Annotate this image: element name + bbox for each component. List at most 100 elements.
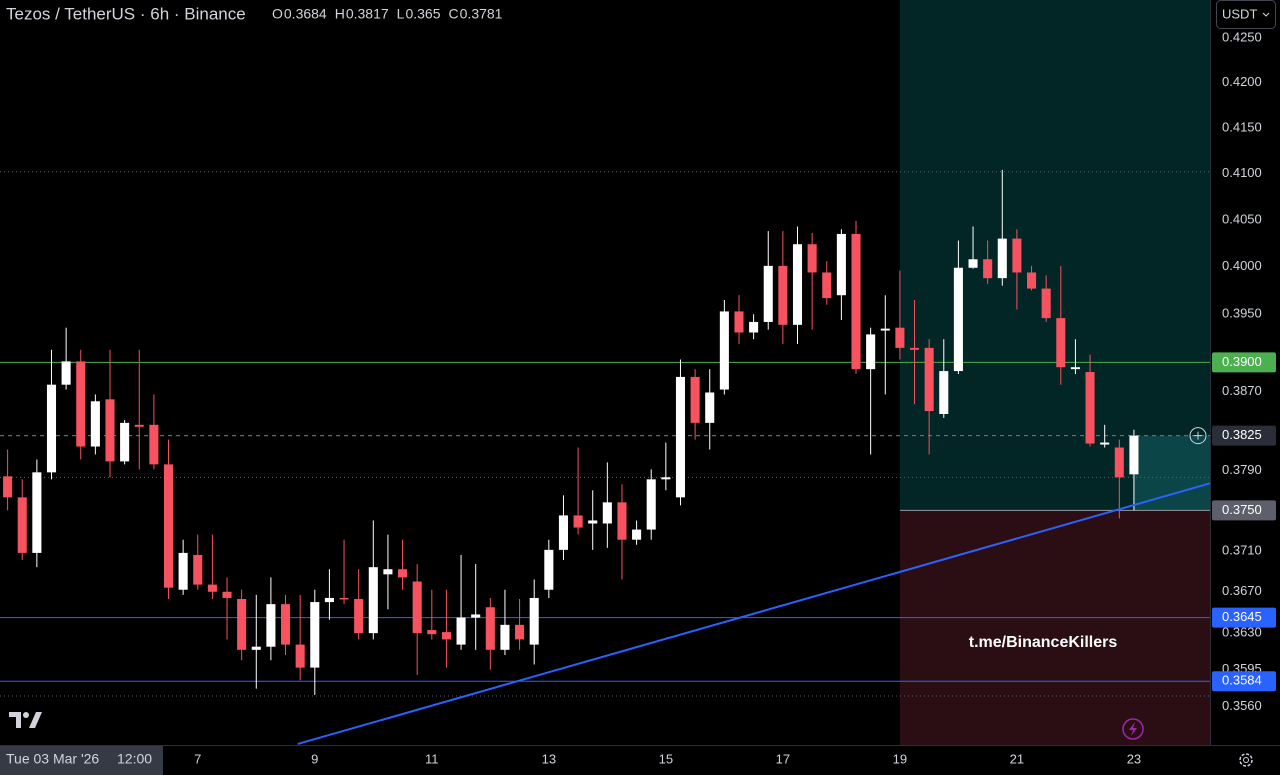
price-badge xyxy=(1212,352,1276,373)
candle-body xyxy=(558,515,568,550)
ohlc-value: 0.3684 xyxy=(284,6,327,22)
lightning-circle[interactable] xyxy=(1122,718,1144,740)
candle-body xyxy=(1012,238,1022,273)
y-tick-label: 0.4100 xyxy=(1222,165,1262,180)
candle-body xyxy=(807,244,817,273)
candle-body xyxy=(646,479,656,530)
price-badge-label: 0.3645 xyxy=(1222,609,1262,624)
logo-part xyxy=(23,712,29,718)
dropdown-arrow[interactable] xyxy=(1262,12,1270,17)
candle-body xyxy=(398,569,408,578)
trend-line xyxy=(297,482,1211,745)
price-badge xyxy=(1212,607,1276,628)
ohlc-label: O xyxy=(272,6,283,22)
lightning-icon[interactable] xyxy=(1129,722,1137,736)
crosshair-date: Tue 03 Mar '26 xyxy=(6,751,99,767)
candle-body xyxy=(1027,272,1037,289)
x-tick-label: 19 xyxy=(893,751,907,766)
price-badge-label: 0.3584 xyxy=(1222,673,1262,688)
candle-body xyxy=(1100,442,1110,445)
candle-body xyxy=(280,604,291,645)
candle-body xyxy=(149,424,159,465)
candle-body xyxy=(193,554,203,585)
currency-box[interactable] xyxy=(1216,0,1276,29)
y-tick-label: 0.3560 xyxy=(1222,698,1262,713)
candle-body xyxy=(207,584,217,592)
x-tick-label: 9 xyxy=(311,751,318,766)
y-tick-label: 0.4050 xyxy=(1222,211,1262,226)
plus-icon[interactable] xyxy=(1194,431,1202,440)
candle-body xyxy=(412,581,422,634)
candle-body xyxy=(3,476,13,498)
candle-body xyxy=(953,267,963,372)
plot-area xyxy=(0,0,1211,745)
watermark: t.me/BinanceKillers xyxy=(969,634,1118,651)
x-tick-label: 23 xyxy=(1127,751,1141,766)
price-badge-label: 0.3750 xyxy=(1222,502,1262,517)
candle-body xyxy=(880,328,890,331)
logo-part xyxy=(29,712,42,728)
candle-body xyxy=(822,272,832,299)
candle-body xyxy=(866,334,876,370)
candle-body xyxy=(544,549,554,590)
ohlc-value: 0.3781 xyxy=(460,6,503,22)
candle-body xyxy=(17,497,27,553)
candle-body xyxy=(939,371,949,415)
lightning-button[interactable] xyxy=(1122,718,1144,740)
candle-body xyxy=(1129,435,1139,475)
ohlc-value: 0.365 xyxy=(405,6,440,22)
candle-body xyxy=(441,632,451,640)
candle-body xyxy=(515,624,525,640)
y-tick-label: 0.3710 xyxy=(1222,542,1262,557)
y-tick-label: 0.3790 xyxy=(1222,462,1262,477)
crosshair-hour: 12:00 xyxy=(117,751,152,767)
candle-body xyxy=(661,477,671,480)
candle-body xyxy=(588,520,598,524)
candle-body xyxy=(266,604,276,647)
candle-body xyxy=(178,552,188,590)
candle-body xyxy=(368,567,378,634)
plus-circle[interactable] xyxy=(1189,427,1207,445)
crosshair-time-box xyxy=(0,746,163,775)
y-tick-label: 0.4200 xyxy=(1222,74,1262,89)
candle-body xyxy=(32,472,42,553)
add-alert-button[interactable] xyxy=(1189,427,1207,445)
candle-body xyxy=(778,265,788,325)
candle-body xyxy=(1085,372,1095,444)
candle-body xyxy=(222,591,232,598)
candle-body xyxy=(690,376,700,423)
y-tick-label: 0.3950 xyxy=(1222,306,1262,321)
y-tick-label: 0.3870 xyxy=(1222,383,1262,398)
candle-body xyxy=(734,311,744,333)
candle-body xyxy=(76,361,86,447)
price-badge xyxy=(1212,500,1276,521)
y-tick-label: 0.3670 xyxy=(1222,583,1262,598)
y-tick-label: 0.4000 xyxy=(1222,258,1262,273)
candle-body xyxy=(705,392,715,423)
candle-body xyxy=(354,598,364,634)
currency[interactable]: USDT xyxy=(1222,6,1257,21)
settings-button[interactable] xyxy=(1239,753,1253,767)
gear-hub[interactable] xyxy=(1243,757,1249,763)
y-tick-label: 0.3630 xyxy=(1222,625,1262,640)
candle-body xyxy=(573,515,583,528)
candle-body xyxy=(471,614,481,618)
price-axis: 0.4250 0.4200 0.4150 0.4100 0.4050 0.4000 0.39… xyxy=(1189,0,1276,745)
candle-body xyxy=(617,502,627,540)
x-tick-label: 13 xyxy=(542,751,556,766)
price-badge xyxy=(1212,671,1276,692)
candle-body xyxy=(46,384,57,473)
position-stop-zone xyxy=(899,510,1210,745)
candle-body xyxy=(339,597,349,600)
price-badge-label: 0.3825 xyxy=(1222,427,1262,442)
gear[interactable] xyxy=(1239,753,1253,767)
ohlc-label: H xyxy=(335,6,345,22)
candle-body xyxy=(134,424,144,427)
ohlc-value: 0.3817 xyxy=(346,6,389,22)
candle-body xyxy=(105,399,115,462)
x-tick-label: 7 xyxy=(194,751,201,766)
currency-button[interactable]: USDT xyxy=(1216,0,1276,29)
candle-body xyxy=(675,376,686,498)
candle-body xyxy=(749,321,759,333)
candle-body xyxy=(895,327,905,348)
